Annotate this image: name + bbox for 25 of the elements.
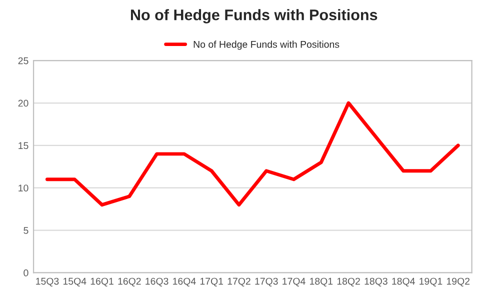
x-tick-label: 15Q3 xyxy=(36,278,59,286)
x-tick-label: 16Q1 xyxy=(90,278,114,286)
x-tick-label: 19Q1 xyxy=(420,278,442,286)
x-tick-label: 17Q2 xyxy=(228,278,250,286)
x-tick-label: 18Q3 xyxy=(364,278,388,286)
line-series xyxy=(45,101,460,207)
x-tick-label: 17Q4 xyxy=(282,278,306,286)
x-tick-label: 16Q2 xyxy=(118,278,141,286)
x-tick-label: 17Q3 xyxy=(255,278,278,286)
y-tick-label: 0 xyxy=(24,269,28,276)
chart-title: No of Hedge Funds with Positions xyxy=(130,9,378,24)
x-tick-label: 16Q4 xyxy=(173,278,196,286)
x-tick-label: 19Q2 xyxy=(446,278,470,286)
x-tick-label: 17Q1 xyxy=(200,278,223,286)
y-tick-label: 15 xyxy=(18,142,28,150)
y-tick-label: 20 xyxy=(18,100,28,107)
legend-label: No of Hedge Funds with Positions xyxy=(194,40,340,50)
y-tick-label: 25 xyxy=(18,57,28,64)
x-tick-label: 18Q1 xyxy=(310,278,333,286)
x-tick-label: 15Q4 xyxy=(63,278,86,286)
y-tick-label: 5 xyxy=(24,227,28,234)
y-tick-label: 10 xyxy=(18,184,28,192)
x-tick-label: 16Q3 xyxy=(146,278,168,286)
x-tick-label: 18Q4 xyxy=(392,278,415,286)
x-tick-label: 18Q2 xyxy=(337,278,360,286)
